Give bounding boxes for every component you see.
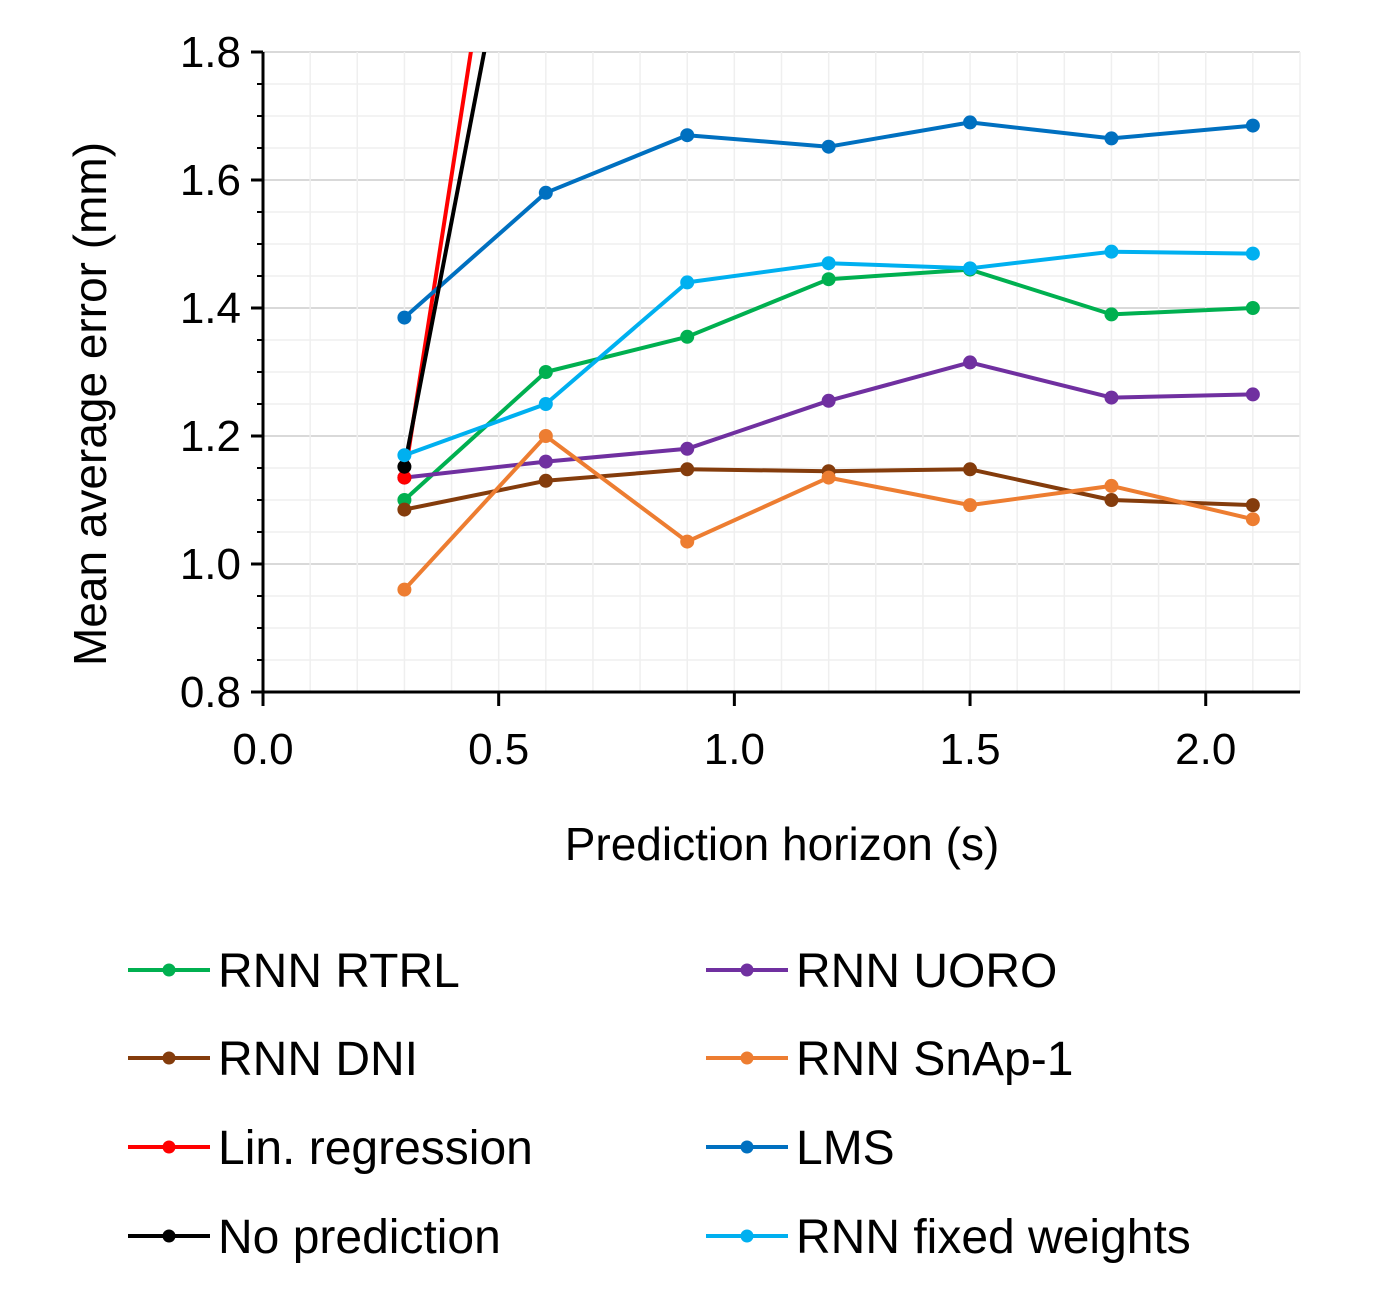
data-point-lms <box>538 185 553 200</box>
data-point-lms <box>1104 131 1119 146</box>
legend: RNN RTRL RNN UORO RNN DNI RNN SnAp-1 Lin. re… <box>128 945 1191 1264</box>
data-point-rnn-rtrl <box>1245 301 1260 315</box>
data-point-rnn-rtrl <box>821 272 836 287</box>
x-tick-label: 1.0 <box>704 725 765 774</box>
legend-item-rnn-dni: RNN DNI <box>128 1033 418 1086</box>
data-point-rnn-fixed-weights <box>821 256 836 271</box>
data-point-rnn-rtrl <box>397 493 412 507</box>
legend-label: No prediction <box>218 1211 501 1264</box>
legend-label: RNN UORO <box>796 945 1057 998</box>
data-point-rnn-dni <box>538 473 553 488</box>
data-point-rnn-snap-1 <box>680 534 695 549</box>
data-point-rnn-uoro <box>1104 390 1119 405</box>
data-point-lms <box>821 139 836 154</box>
data-point-rnn-uoro <box>680 441 695 456</box>
data-point-rnn-snap-1 <box>1245 512 1260 527</box>
data-point-rnn-fixed-weights <box>963 261 978 276</box>
legend-item-rnn-rtrl: RNN RTRL <box>128 945 460 998</box>
y-tick-label: 1.8 <box>180 28 241 77</box>
legend-label: RNN RTRL <box>218 945 460 998</box>
legend-swatch-marker <box>740 1140 754 1154</box>
data-point-rnn-rtrl <box>680 329 695 344</box>
data-point-rnn-fixed-weights <box>538 397 553 411</box>
legend-item-rnn-snap-1: RNN SnAp-1 <box>706 1033 1073 1086</box>
legend-item-rnn-fixed-weights: RNN fixed weights <box>706 1211 1191 1264</box>
legend-item-no-prediction: No prediction <box>128 1211 501 1264</box>
data-point-rnn-snap-1 <box>1104 478 1119 493</box>
legend-swatch-marker <box>740 1229 754 1243</box>
data-point-rnn-uoro <box>821 393 836 408</box>
gridlines <box>263 51 1301 692</box>
series-line-lin-regression <box>402 52 473 478</box>
legend-swatch-marker <box>162 1140 176 1154</box>
legend-item-lin-regression: Lin. regression <box>128 1122 533 1175</box>
data-point-rnn-dni <box>680 462 695 477</box>
y-axis-title: Mean average error (mm) <box>64 142 116 666</box>
legend-swatch-marker <box>162 963 176 977</box>
x-tick-label: 1.5 <box>939 725 1000 774</box>
data-point-lin-regression <box>397 470 412 485</box>
legend-label: LMS <box>796 1122 895 1175</box>
legend-item-lms: LMS <box>706 1122 895 1175</box>
legend-swatch-marker <box>740 1051 754 1065</box>
data-point-rnn-dni <box>1104 493 1119 507</box>
data-point-no-prediction <box>397 459 412 474</box>
series-line-no-prediction <box>402 52 487 468</box>
legend-label: Lin. regression <box>218 1122 533 1175</box>
y-tick-label: 1.0 <box>180 540 241 589</box>
legend-label: RNN fixed weights <box>796 1211 1191 1264</box>
y-tick-label: 1.4 <box>180 284 241 333</box>
y-tick-label: 0.8 <box>180 668 241 717</box>
data-point-rnn-snap-1 <box>963 498 978 513</box>
data-point-rnn-fixed-weights <box>397 448 412 463</box>
axis-ticks: 0.8 1.0 1.2 1.4 1.6 1.8 0.0 0.5 1.0 1.5 2.0 <box>180 28 1236 774</box>
data-point-rnn-uoro <box>963 355 978 370</box>
series-markers <box>397 115 1260 597</box>
data-point-rnn-fixed-weights <box>680 275 695 290</box>
data-point-lms <box>963 115 978 130</box>
data-point-rnn-snap-1 <box>397 582 412 597</box>
data-point-rnn-dni <box>397 502 412 517</box>
data-point-rnn-fixed-weights <box>1245 246 1260 261</box>
data-point-rnn-uoro <box>1245 387 1260 402</box>
y-tick-label: 1.6 <box>180 156 241 205</box>
legend-swatch-marker <box>740 963 754 977</box>
data-point-rnn-fixed-weights <box>1104 244 1119 259</box>
data-point-rnn-rtrl <box>538 365 553 379</box>
legend-swatch-marker <box>162 1051 176 1065</box>
legend-label: RNN SnAp-1 <box>796 1033 1073 1086</box>
x-tick-label: 0.0 <box>232 725 293 774</box>
data-point-rnn-snap-1 <box>538 429 553 443</box>
data-point-lms <box>1245 118 1260 133</box>
data-point-rnn-dni <box>1245 498 1260 513</box>
data-point-rnn-uoro <box>538 454 553 469</box>
legend-label: RNN DNI <box>218 1033 418 1086</box>
data-point-lms <box>397 310 412 325</box>
data-point-rnn-rtrl <box>1104 307 1119 322</box>
legend-swatch-marker <box>162 1229 176 1243</box>
legend-item-rnn-uoro: RNN UORO <box>706 945 1057 998</box>
x-tick-label: 0.5 <box>468 725 529 774</box>
data-point-rnn-snap-1 <box>821 470 836 485</box>
y-tick-label: 1.2 <box>180 412 241 461</box>
x-tick-label: 2.0 <box>1175 725 1236 774</box>
x-axis-title: Prediction horizon (s) <box>565 818 1000 870</box>
data-point-lms <box>680 128 695 143</box>
data-point-rnn-dni <box>963 462 978 477</box>
